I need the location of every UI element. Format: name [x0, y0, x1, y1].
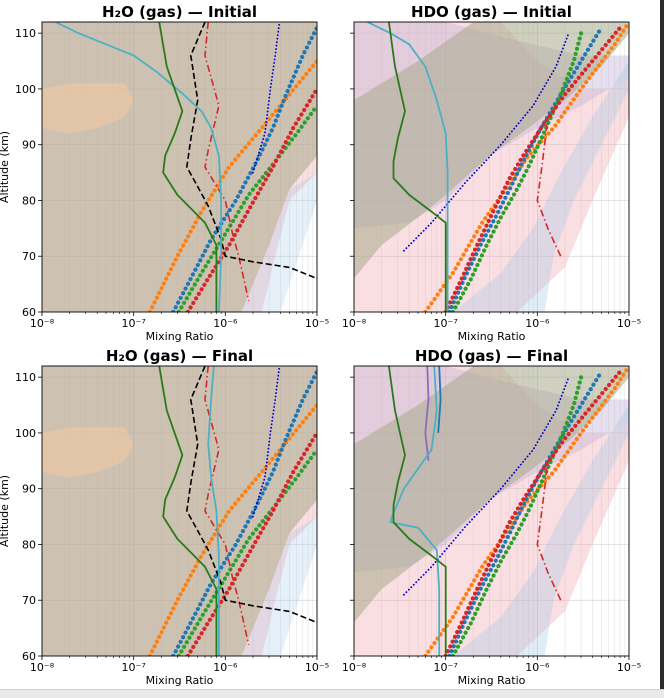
series-line: [450, 375, 584, 656]
series-line: [447, 25, 604, 312]
axes-frame: [353, 365, 630, 657]
y-tick-label: 70: [22, 594, 36, 607]
uncertainty-band: [241, 516, 317, 656]
panel-title: H₂O (gas) — Initial: [102, 3, 257, 21]
x-tick-label: 10⁻⁶: [525, 661, 550, 674]
y-tick-label: 110: [15, 27, 36, 40]
series-line: [389, 366, 441, 656]
series-line: [204, 22, 250, 301]
series-line: [158, 366, 218, 656]
axes-frame: [353, 21, 630, 313]
x-tick-label: 10⁻⁷: [434, 661, 458, 674]
y-tick-label: 60: [22, 306, 36, 319]
x-tick-label: 10⁻⁸: [30, 661, 55, 674]
series-line: [176, 103, 317, 312]
x-tick-label: 10⁻⁵: [305, 317, 329, 330]
x-tick-label: 10⁻⁸: [342, 317, 367, 330]
panel-4: 10⁻⁸ 10⁻⁷ 10⁻⁶ 10⁻⁵ HDO (gas) — Final Mixing …: [342, 347, 641, 687]
window-edge-bottom: [0, 689, 664, 698]
series-line: [185, 86, 317, 312]
series-line: [204, 366, 250, 645]
panel-title: HDO (gas) — Final: [415, 347, 568, 365]
series-line: [443, 369, 623, 656]
series-line: [147, 402, 317, 656]
x-tick-label: 10⁻⁷: [434, 317, 458, 330]
series-line: [388, 366, 447, 656]
series-line: [367, 22, 449, 312]
uncertainty-band: [452, 405, 629, 656]
series-line: [443, 25, 623, 312]
series-line: [176, 447, 317, 656]
uncertainty-band: [241, 172, 317, 312]
x-axis-label: Mixing Ratio: [458, 330, 526, 343]
y-tick-label: 90: [22, 139, 36, 152]
series-line: [186, 366, 317, 624]
x-tick-label: 10⁻⁷: [122, 317, 146, 330]
series-line: [207, 366, 220, 656]
y-tick-label: 80: [22, 194, 36, 207]
series-line: [251, 22, 281, 174]
series-line: [147, 58, 317, 312]
series-line: [536, 116, 562, 257]
window-edge-right: [660, 0, 664, 698]
series-line: [158, 22, 218, 312]
y-tick-label: 100: [15, 427, 36, 440]
panel-2: 10⁻⁸ 10⁻⁷ 10⁻⁶ 10⁻⁵ HDO (gas) — Initial Mixin…: [342, 3, 641, 343]
y-tick-label: 80: [22, 538, 36, 551]
x-axis-label: Mixing Ratio: [146, 674, 214, 687]
y-tick-label: 110: [15, 371, 36, 384]
uncertainty-band: [354, 366, 629, 623]
panel-title: H₂O (gas) — Final: [106, 347, 253, 365]
y-tick-label: 100: [15, 83, 36, 96]
series-line: [402, 32, 570, 252]
series-line: [388, 22, 447, 312]
uncertainty-band: [452, 61, 629, 312]
panel-3: 10⁻⁸ 10⁻⁷ 10⁻⁶ 10⁻⁵ 60 70 80 90 100 110 H₂O (gas) …: [0, 347, 329, 687]
x-tick-label: 10⁻⁶: [213, 317, 238, 330]
x-tick-label: 10⁻⁵: [617, 317, 641, 330]
series-line: [186, 22, 317, 280]
x-tick-label: 10⁻⁸: [30, 317, 55, 330]
x-axis-label: Mixing Ratio: [146, 330, 214, 343]
y-axis-label: Altitude (km): [0, 131, 11, 203]
x-tick-label: 10⁻⁵: [617, 661, 641, 674]
series-line: [536, 460, 562, 601]
x-tick-label: 10⁻⁵: [305, 661, 329, 674]
axes-frame: [41, 365, 318, 657]
y-tick-label: 70: [22, 250, 36, 263]
series-line: [447, 369, 604, 656]
axes-frame: [41, 21, 318, 313]
y-tick-label: 60: [22, 650, 36, 663]
series-line: [402, 376, 570, 596]
series-line: [424, 366, 430, 461]
x-tick-label: 10⁻⁷: [122, 661, 146, 674]
y-tick-label: 90: [22, 483, 36, 496]
series-line: [55, 22, 223, 312]
series-line: [251, 366, 281, 518]
x-tick-label: 10⁻⁶: [525, 317, 550, 330]
uncertainty-band: [354, 22, 629, 279]
series-line: [171, 369, 317, 656]
panel-1: 10⁻⁸ 10⁻⁷ 10⁻⁶ 10⁻⁵ 60 70 80 90 100 110 H₂O (gas) …: [0, 3, 329, 343]
series-line: [171, 25, 317, 312]
uncertainty-band: [42, 427, 134, 478]
series-line: [185, 430, 317, 656]
panel-title: HDO (gas) — Initial: [411, 3, 572, 21]
uncertainty-band: [42, 83, 134, 134]
x-tick-label: 10⁻⁸: [342, 661, 367, 674]
series-line: [450, 31, 584, 312]
x-tick-label: 10⁻⁶: [213, 661, 238, 674]
series-line: [437, 366, 442, 433]
y-axis-label: Altitude (km): [0, 475, 11, 547]
x-axis-label: Mixing Ratio: [458, 674, 526, 687]
